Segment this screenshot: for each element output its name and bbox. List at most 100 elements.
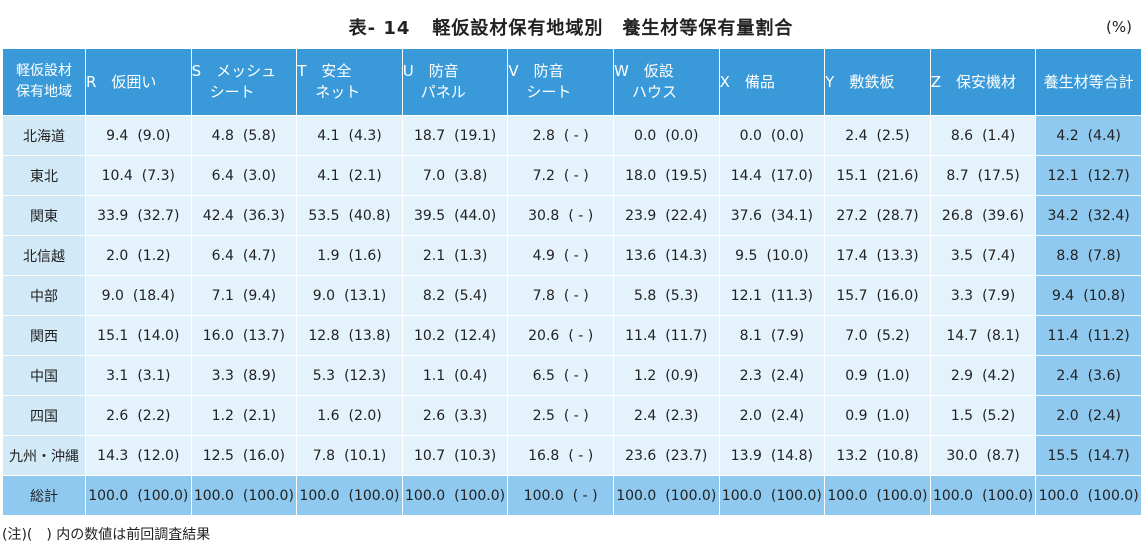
- current-value: 53.5: [308, 207, 340, 224]
- previous-value: (4.7): [242, 247, 277, 264]
- current-value: 15.1: [97, 327, 129, 344]
- current-value: 1.5: [950, 407, 974, 424]
- table-cell: 13.6 (14.3): [612, 235, 720, 276]
- header-region-line1: 軽仮設材: [16, 63, 72, 79]
- current-value: 1.9: [317, 247, 340, 264]
- table-cell: 3.3 (8.9): [190, 355, 298, 396]
- header-col-z: Z 保安機材: [929, 48, 1037, 116]
- header-label-sub: シート: [526, 83, 572, 101]
- table-cell: 37.6 (34.1): [718, 195, 826, 236]
- table-cell: 1.2 (0.9): [612, 355, 720, 396]
- table-cell: 0.0 (0.0): [718, 115, 826, 156]
- table-cell: 3.3 (7.9): [929, 275, 1037, 316]
- current-value: 37.6: [730, 207, 762, 224]
- table-cell: 12.1 (11.3): [718, 275, 826, 316]
- previous-value: (13.1): [344, 287, 387, 304]
- current-value: 39.5: [413, 207, 446, 224]
- previous-value: (2.1): [348, 167, 382, 184]
- current-value: 100.0: [299, 487, 340, 504]
- header-label: 養生材等合計: [1043, 72, 1134, 91]
- previous-value: (3.1): [137, 367, 171, 384]
- table-cell: 2.6 (2.2): [85, 395, 192, 436]
- current-value: 9.5: [735, 247, 758, 264]
- table-cell: 8.7 (17.5): [929, 155, 1037, 196]
- table-cell: 100.0 (100.0): [929, 475, 1037, 516]
- current-value: 2.6: [422, 407, 446, 424]
- table-cell: 2.9 (4.2): [929, 355, 1037, 396]
- header-row: 軽仮設材 保有地域 R 仮囲い S メッシュ シート T 安全 ネット U 防音 パネ…: [2, 48, 1142, 116]
- current-value: 30.0: [946, 447, 978, 464]
- current-value: 7.8: [532, 287, 555, 304]
- current-value: 100.0: [523, 487, 564, 504]
- table-cell: 4.1 (2.1): [296, 155, 403, 196]
- current-value: 9.4: [106, 127, 129, 144]
- previous-value: (14.8): [770, 447, 813, 464]
- previous-value: (16.0): [242, 447, 286, 464]
- current-value: 14.4: [730, 167, 762, 184]
- current-value: 16.0: [202, 327, 234, 344]
- table-cell: 11.4 (11.7): [612, 315, 720, 356]
- table-cell: 2.5 ( - ): [507, 395, 614, 436]
- current-value: 33.9: [97, 207, 129, 224]
- current-value: 7.0: [845, 327, 868, 344]
- current-value: 12.5: [202, 447, 234, 464]
- region-label: 総計: [2, 475, 86, 516]
- previous-value: (4.4): [1087, 127, 1121, 144]
- current-value: 4.9: [532, 247, 555, 264]
- table-cell: 33.9 (32.7): [85, 195, 192, 236]
- table-cell: 16.0 (13.7): [190, 315, 298, 356]
- table-row: 関西 15.1 (14.0) 16.0 (13.7) 12.8 (13.8) 10.2 (12.…: [2, 315, 1142, 356]
- table-cell: 12.1 (12.7): [1035, 155, 1142, 196]
- header-region-line2: 保有地域: [16, 84, 72, 100]
- table-title: 表- 14 軽仮設材保有地域別 養生材等保有量割合: [0, 14, 1142, 40]
- current-value: 10.7: [413, 447, 446, 464]
- current-value: 34.2: [1047, 207, 1079, 224]
- table-cell: 12.5 (16.0): [190, 435, 298, 476]
- previous-value: (19.5): [665, 167, 708, 184]
- current-value: 15.1: [836, 167, 868, 184]
- table-cell: 100.0 (100.0): [296, 475, 403, 516]
- table-cell: 15.1 (14.0): [85, 315, 192, 356]
- header-col-t: T 安全 ネット: [296, 48, 403, 116]
- previous-value: (5.2): [876, 327, 910, 344]
- table-cell: 27.2 (28.7): [824, 195, 931, 236]
- previous-value: (1.3): [454, 247, 488, 264]
- previous-value: (2.4): [770, 367, 805, 384]
- header-col-s: S メッシュ シート: [190, 48, 298, 116]
- footnote: (注)( ) 内の数値は前回調査結果: [2, 527, 211, 543]
- current-value: 100.0: [932, 487, 974, 504]
- table-cell: 2.0 (1.2): [85, 235, 192, 276]
- previous-value: (7.9): [770, 327, 805, 344]
- current-value: 3.3: [211, 367, 234, 384]
- table-cell: 18.7 (19.1): [401, 115, 509, 156]
- table-cell: 1.6 (2.0): [296, 395, 403, 436]
- table-cell: 3.5 (7.4): [929, 235, 1037, 276]
- table-cell: 2.6 (3.3): [401, 395, 509, 436]
- region-label: 北信越: [2, 235, 86, 276]
- table-cell: 100.0 (100.0): [824, 475, 931, 516]
- table-cell: 100.0 ( - ): [507, 475, 614, 516]
- current-value: 5.3: [312, 367, 336, 384]
- table-cell: 34.2 (32.4): [1035, 195, 1142, 236]
- current-value: 27.2: [836, 207, 868, 224]
- previous-value: (100.0): [454, 487, 506, 504]
- table-cell: 17.4 (13.3): [824, 235, 931, 276]
- current-value: 100.0: [193, 487, 234, 504]
- table-row: 九州・沖縄 14.3 (12.0) 12.5 (16.0) 7.8 (10.1) 10.7 (1…: [2, 435, 1142, 476]
- current-value: 1.2: [634, 367, 657, 384]
- current-value: 2.0: [739, 407, 762, 424]
- current-value: 100.0: [616, 487, 657, 504]
- header-label: T 安全: [297, 62, 352, 80]
- current-value: 17.4: [836, 247, 868, 264]
- table-cell: 0.9 (1.0): [824, 355, 931, 396]
- current-value: 12.1: [1047, 167, 1079, 184]
- header-label: Z 保安機材: [930, 72, 1017, 91]
- current-value: 20.6: [528, 327, 560, 344]
- current-value: 7.2: [532, 167, 555, 184]
- table-cell: 8.8 (7.8): [1035, 235, 1142, 276]
- table-cell: 0.0 (0.0): [612, 115, 720, 156]
- header-col-x: X 備品: [718, 48, 826, 116]
- previous-value: (100.0): [242, 487, 294, 504]
- region-label: 東北: [2, 155, 86, 196]
- previous-value: (39.6): [982, 207, 1025, 224]
